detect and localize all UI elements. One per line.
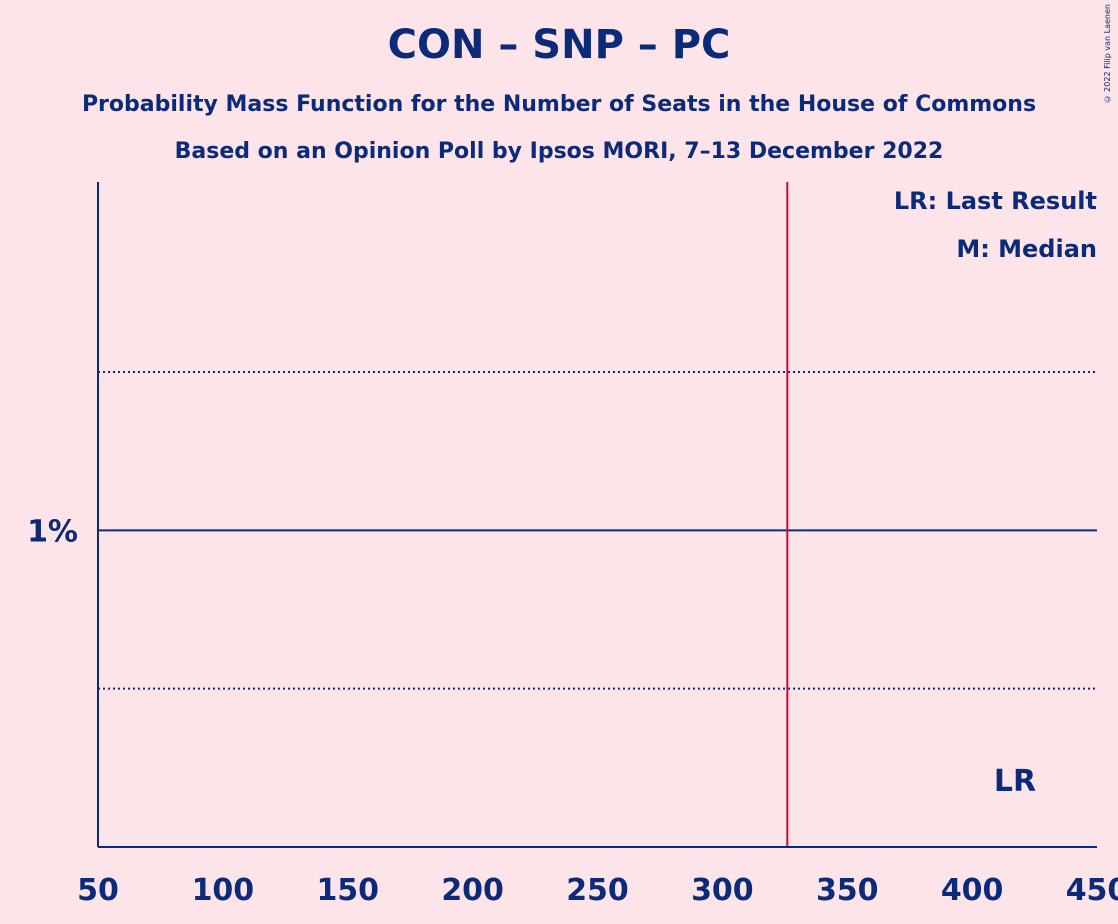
y-tick-label: 1% xyxy=(27,514,78,549)
chart-title: CON – SNP – PC xyxy=(387,22,731,68)
y-tick-labels: 1% xyxy=(27,514,78,549)
x-tick-label: 50 xyxy=(77,873,119,908)
legend-median: M: Median xyxy=(956,235,1097,263)
x-tick-labels: 50 100 150 200 250 300 350 400 450 xyxy=(77,873,1118,908)
x-tick-label: 450 xyxy=(1066,873,1118,908)
chart-subtitle: Probability Mass Function for the Number… xyxy=(81,92,1037,117)
x-tick-label: 250 xyxy=(566,873,629,908)
chart-subtitle-2: Based on an Opinion Poll by Ipsos MORI, … xyxy=(174,139,944,164)
x-tick-label: 150 xyxy=(316,873,379,908)
x-tick-label: 400 xyxy=(941,873,1004,908)
gridlines xyxy=(98,371,1097,690)
x-tick-label: 200 xyxy=(441,873,504,908)
x-tick-label: 300 xyxy=(691,873,754,908)
last-result-label: LR xyxy=(994,764,1036,799)
x-tick-label: 100 xyxy=(192,873,255,908)
x-tick-label: 350 xyxy=(816,873,879,908)
legend-last-result: LR: Last Result xyxy=(894,187,1097,215)
